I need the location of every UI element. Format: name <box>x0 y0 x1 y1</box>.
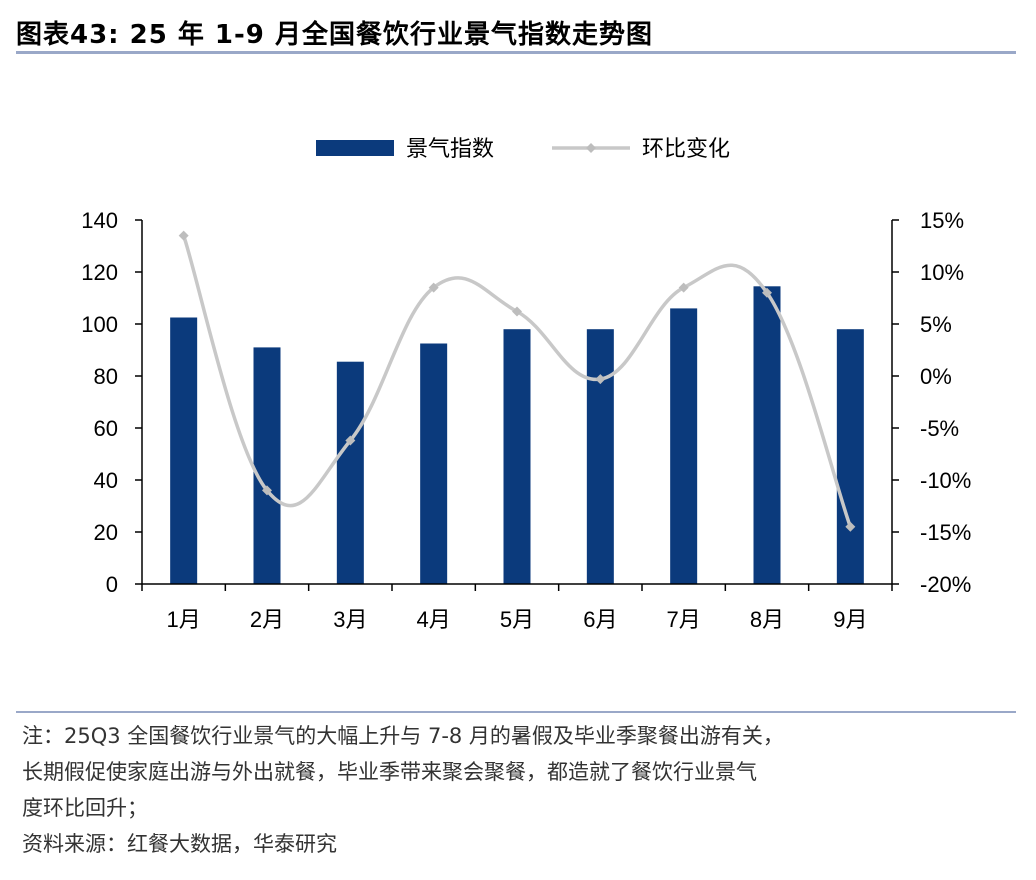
x-tick-label: 8月 <box>750 607 784 632</box>
line-series <box>178 230 856 532</box>
y-right-tick-label: -5% <box>920 416 959 441</box>
note-line: 注：25Q3 全国餐饮行业景气的大幅上升与 7-8 月的暑假及毕业季聚餐出游有关… <box>22 724 784 748</box>
line-point <box>262 485 272 496</box>
x-tick-label: 3月 <box>333 607 367 632</box>
line-path <box>182 235 852 528</box>
y-right-tick-label: -10% <box>920 468 971 493</box>
line-point <box>845 521 856 532</box>
line-point <box>178 230 189 241</box>
x-tick-label: 5月 <box>500 607 534 632</box>
notes-divider <box>16 711 1016 713</box>
y-left-tick-label: 100 <box>81 312 118 337</box>
bar <box>170 317 198 584</box>
line-point <box>512 306 522 317</box>
y-right-tick-label: 10% <box>920 260 964 285</box>
legend-label: 环比变化 <box>642 137 730 162</box>
legend: 景气指数 环比变化 <box>316 137 730 162</box>
y-left-tick-label: 40 <box>94 468 118 493</box>
y-right-tick-label: 5% <box>920 312 952 337</box>
y-left-tick-label: 60 <box>94 416 118 441</box>
x-tick-label: 1月 <box>167 607 201 632</box>
bar <box>586 329 614 584</box>
chart: 景气指数 环比变化 0 20 40 60 80 100 120 140 -20% -15% -10% -… <box>81 137 971 632</box>
bar <box>503 329 531 584</box>
legend-swatch-bar <box>316 140 394 156</box>
legend-swatch-marker <box>586 143 596 153</box>
x-tick-label: 9月 <box>833 607 867 632</box>
axes: 0 20 40 60 80 100 120 140 -20% -15% -10% -5% 0% 5% 10%… <box>81 208 971 632</box>
bar <box>420 343 448 584</box>
bar <box>753 286 781 584</box>
x-tick-label: 2月 <box>250 607 284 632</box>
chart-title: 图表43: 25 年 1-9 月全国餐饮行业景气指数走势图 <box>16 20 653 50</box>
x-tick-label: 4月 <box>417 607 451 632</box>
bar <box>253 347 281 584</box>
bar <box>836 329 864 584</box>
note-line: 度环比回升； <box>22 796 148 820</box>
line-point <box>345 435 356 446</box>
line-point <box>595 374 606 385</box>
notes: 注：25Q3 全国餐饮行业景气的大幅上升与 7-8 月的暑假及毕业季聚餐出游有关… <box>22 718 1012 862</box>
y-left-tick-label: 140 <box>81 208 118 233</box>
bar-series <box>170 286 864 584</box>
note-line: 长期假促使家庭出游与外出就餐，毕业季带来聚会聚餐，都造就了餐饮行业景气 <box>22 760 757 784</box>
bar <box>670 308 698 584</box>
y-left-tick-label: 120 <box>81 260 118 285</box>
y-left-tick-label: 0 <box>106 572 118 597</box>
line-point <box>762 287 772 298</box>
x-tick-label: 6月 <box>583 607 617 632</box>
legend-label: 景气指数 <box>406 137 494 162</box>
line-point <box>428 282 439 293</box>
x-tick-label: 7月 <box>667 607 701 632</box>
y-right-tick-label: 15% <box>920 208 964 233</box>
y-right-tick-label: -15% <box>920 520 971 545</box>
y-left-tick-label: 80 <box>94 364 118 389</box>
bar <box>336 361 364 584</box>
line-point <box>678 282 689 293</box>
y-right-tick-label: 0% <box>920 364 952 389</box>
y-right-tick-label: -20% <box>920 572 971 597</box>
title-divider <box>16 51 1016 54</box>
y-left-tick-label: 20 <box>94 520 118 545</box>
source-line: 资料来源：红餐大数据，华泰研究 <box>22 832 337 856</box>
